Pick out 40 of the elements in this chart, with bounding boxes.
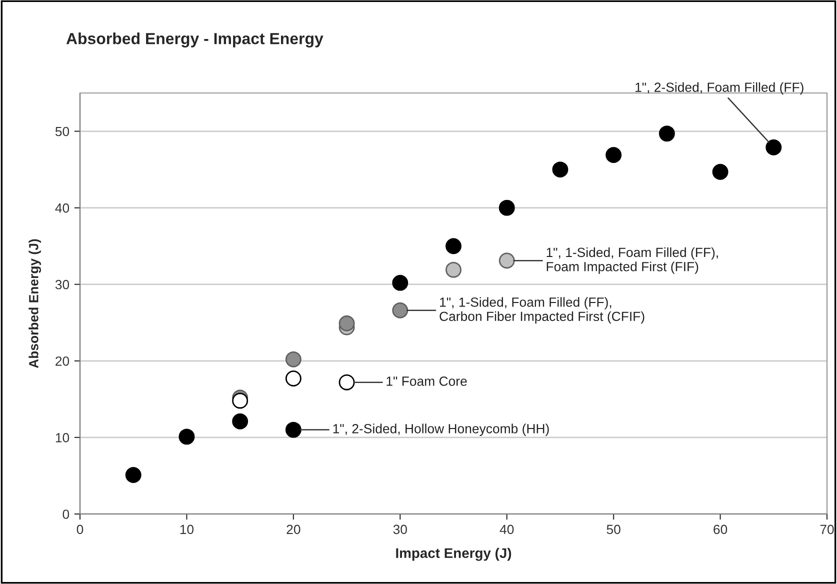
point	[712, 164, 728, 180]
point	[392, 274, 408, 291]
point	[338, 315, 355, 332]
y-tick-label: 20	[56, 356, 70, 366]
x-tick-label: 20	[286, 524, 300, 534]
point	[498, 200, 515, 216]
point	[766, 139, 782, 156]
point	[606, 147, 622, 163]
text: 1", 1-Sided, Foam Filled (FF), Carbon Fiber Impacted First (CFIF)	[440, 297, 644, 324]
point	[658, 126, 675, 142]
point	[392, 302, 408, 318]
x-tick-label: 50	[606, 524, 620, 534]
y-axis-title: Absorbed Energy (J)	[28, 239, 42, 368]
point	[125, 466, 142, 483]
point	[232, 413, 248, 430]
y-tick-label: 50	[55, 126, 70, 136]
y-tick-label: 10	[56, 433, 70, 442]
text: 1", 2-Sided, Hollow Honeycomb (HH)	[333, 424, 549, 436]
point	[178, 428, 195, 445]
text: 1" Foam Core	[386, 376, 467, 386]
text: 1", 1-Sided, Foam Filled (FF), Foam Impacted First (FIF)	[546, 247, 718, 274]
x-tick-label: 30	[393, 524, 407, 534]
y-tick-label: 40	[55, 203, 70, 213]
point	[285, 351, 302, 368]
point	[285, 422, 302, 438]
x-tick-label: 10	[180, 524, 194, 534]
point	[232, 392, 248, 409]
point	[552, 162, 568, 178]
x-tick-label: 40	[500, 524, 514, 534]
x-tick-label: 60	[714, 524, 728, 534]
y-tick-label: 0	[62, 510, 70, 519]
point	[446, 238, 462, 254]
x-tick-label: 70	[820, 524, 834, 534]
x-tick-label: 0	[76, 524, 84, 534]
x-axis-title: Impact Energy (J)	[396, 548, 512, 561]
point	[498, 252, 515, 269]
point	[446, 262, 462, 278]
chart-title: Absorbed Energy - Impact Energy	[66, 32, 324, 48]
text: 1", 2-Sided, Foam Filled (FF)	[636, 82, 804, 95]
y-tick-label: 30	[55, 280, 70, 290]
